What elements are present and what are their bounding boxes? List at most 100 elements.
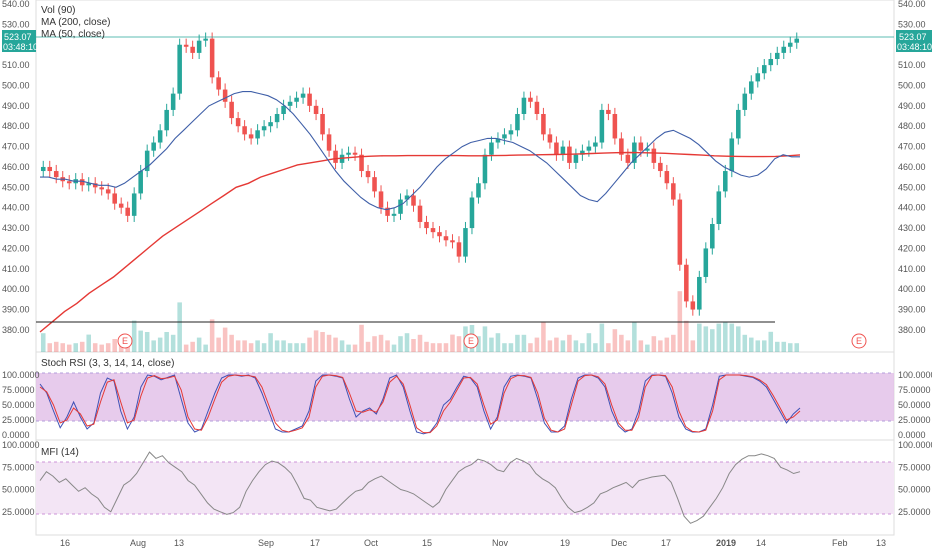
price-badge-right-value: 523.07 — [899, 32, 927, 42]
volume-bar — [60, 343, 66, 352]
candle — [99, 187, 104, 190]
volume-bar — [586, 333, 592, 352]
volume-bar — [593, 343, 598, 352]
volume-bar — [333, 337, 338, 352]
mfi-tick-label: 50.0000 — [2, 485, 35, 495]
volume-bar — [671, 334, 676, 352]
earnings-marker[interactable]: E — [851, 333, 867, 349]
volume-bar — [248, 343, 254, 352]
candle — [105, 189, 111, 194]
price-tick-label: 450.00 — [898, 182, 926, 192]
candle — [378, 191, 384, 208]
volume-bar — [508, 343, 514, 352]
legend-ma200[interactable]: MA (200, close) — [41, 17, 110, 28]
candle — [749, 81, 754, 94]
time-tick-label: 2019 — [716, 538, 736, 548]
stoch-tick-label: 25.0000 — [898, 415, 931, 425]
mfi-tick-label: 75.0000 — [2, 462, 35, 472]
volume-bar — [86, 334, 91, 352]
time-tick-label: 16 — [60, 538, 70, 548]
mfi-title[interactable]: MFI (14) — [41, 447, 79, 458]
candles — [40, 32, 800, 316]
candle — [118, 203, 124, 208]
volume-bar — [359, 324, 364, 352]
price-tick-label: 410.00 — [2, 264, 30, 274]
candle — [287, 101, 293, 106]
candle — [209, 38, 215, 78]
candle — [671, 183, 676, 200]
candle — [716, 191, 722, 224]
candle — [235, 118, 241, 127]
volume-bar — [703, 326, 709, 352]
candle — [476, 183, 481, 198]
candle — [437, 232, 442, 237]
volume-bar — [534, 337, 540, 352]
volume-bar — [787, 343, 793, 352]
candle — [580, 150, 585, 155]
candle — [794, 38, 800, 43]
price-tick-label: 470.00 — [898, 142, 926, 152]
price-tick-label: 530.00 — [2, 19, 30, 29]
volume-bar — [424, 341, 429, 352]
volume-bar — [716, 323, 722, 352]
candle — [573, 154, 579, 163]
volume-bar — [781, 341, 787, 352]
candle — [703, 248, 709, 277]
time-tick-label: Feb — [832, 538, 848, 548]
price-tick-label: 500.00 — [898, 80, 926, 90]
time-tick-label: 19 — [560, 538, 570, 548]
volume-bar — [638, 340, 644, 352]
time-tick-label: Dec — [611, 538, 628, 548]
volume-bar — [92, 343, 98, 352]
candle — [404, 195, 410, 200]
price-tick-label: 460.00 — [2, 162, 30, 172]
volume-bar — [664, 337, 670, 352]
volume-bar — [118, 343, 124, 352]
candle — [352, 152, 358, 155]
earnings-marker[interactable]: E — [463, 333, 479, 349]
volume-bar — [144, 332, 150, 352]
candle — [66, 181, 72, 184]
volume-bar — [229, 334, 234, 352]
candle — [203, 38, 208, 41]
volume-bar — [222, 327, 228, 352]
price-tick-label: 480.00 — [898, 121, 926, 131]
candle — [313, 105, 319, 114]
legend-volume[interactable]: Vol (90) — [41, 5, 75, 16]
candle — [489, 142, 494, 155]
candle — [463, 228, 468, 257]
price-tick-label: 400.00 — [2, 284, 30, 294]
volume-bar — [437, 343, 442, 352]
price-tick-label: 500.00 — [2, 80, 30, 90]
price-tick-label: 540.00 — [2, 0, 30, 9]
candle — [125, 207, 130, 216]
stoch-rsi-title[interactable]: Stoch RSI (3, 3, 14, 14, close) — [41, 358, 174, 369]
price-tick-label: 440.00 — [898, 203, 926, 213]
volume-bar — [378, 334, 384, 352]
volume-bar — [580, 343, 585, 352]
candle — [274, 114, 280, 123]
earnings-marker[interactable]: E — [117, 333, 133, 349]
price-tick-label: 410.00 — [898, 264, 926, 274]
volume-bar — [242, 340, 247, 352]
time-tick-label: Oct — [364, 538, 379, 548]
price-tick-label: 430.00 — [898, 223, 926, 233]
candle — [346, 152, 351, 155]
volume-bar — [612, 329, 618, 352]
ma50-line — [40, 91, 800, 211]
volume-bar — [794, 343, 800, 352]
legend-ma50[interactable]: MA (50, close) — [41, 29, 105, 40]
price-tick-label: 490.00 — [2, 101, 30, 111]
volume-bar — [105, 343, 111, 352]
price-tick-label: 380.00 — [898, 325, 926, 335]
candle — [443, 236, 449, 241]
price-tick-label: 470.00 — [2, 142, 30, 152]
price-tick-label: 420.00 — [2, 243, 30, 253]
volume-bar — [281, 340, 286, 352]
candle — [450, 240, 455, 243]
earnings-marker-label: E — [468, 336, 474, 346]
candle — [456, 242, 462, 257]
mfi-tick-label: 50.0000 — [898, 485, 931, 495]
volume-bar — [73, 343, 78, 352]
price-tick-label: 510.00 — [898, 60, 926, 70]
